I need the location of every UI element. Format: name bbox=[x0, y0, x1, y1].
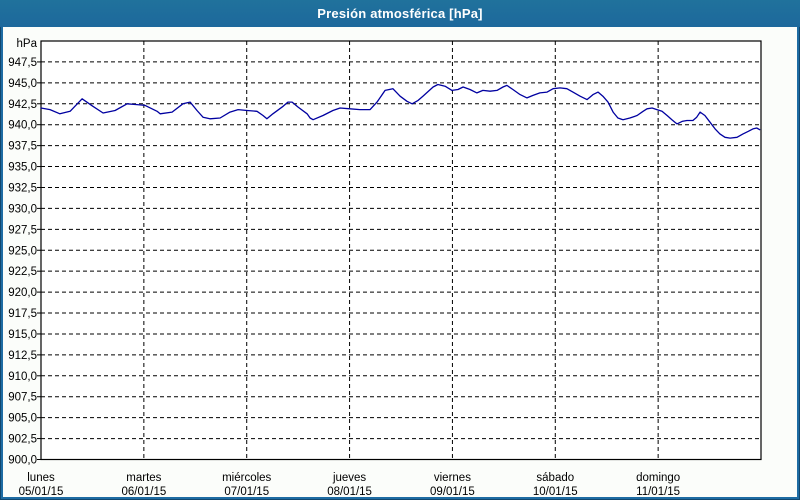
y-tick-label: 902,5 bbox=[8, 434, 37, 446]
x-date-label: 10/01/15 bbox=[533, 486, 578, 497]
pressure-series-line bbox=[40, 83, 761, 139]
x-day-label: viernes bbox=[434, 472, 471, 484]
y-tick-label: 922,5 bbox=[8, 266, 37, 278]
y-tick-label: 937,5 bbox=[8, 141, 37, 153]
y-tick-label: 940,0 bbox=[8, 120, 37, 132]
y-tick-label: 912,5 bbox=[8, 350, 37, 362]
y-tick-label: 915,0 bbox=[8, 329, 37, 341]
x-day-label: martes bbox=[126, 472, 161, 484]
y-tick-label: 930,0 bbox=[8, 203, 37, 215]
x-date-label: 08/01/15 bbox=[327, 486, 372, 497]
x-day-label: jueves bbox=[332, 472, 366, 484]
y-tick-label: 920,0 bbox=[8, 287, 37, 299]
y-tick-label: 925,0 bbox=[8, 245, 37, 257]
x-day-label: domingo bbox=[636, 472, 680, 484]
x-date-label: 05/01/15 bbox=[19, 486, 64, 497]
chart-canvas: 947,5 945,0 942,5 940,0 937,5 935,0 932,5 930,0… bbox=[3, 27, 797, 498]
y-axis-unit-label: hPa bbox=[17, 38, 38, 50]
y-tick-label: 947,5 bbox=[8, 57, 37, 69]
x-day-label: sábado bbox=[536, 472, 574, 484]
x-date-label: 09/01/15 bbox=[430, 486, 475, 497]
x-date-label: 07/01/15 bbox=[224, 486, 269, 497]
x-day-label: lunes bbox=[27, 472, 55, 484]
y-tick-label: 910,0 bbox=[8, 371, 37, 383]
y-tick-label: 927,5 bbox=[8, 224, 37, 236]
y-tick-label: 900,0 bbox=[8, 455, 37, 467]
pressure-line-chart: 947,5 945,0 942,5 940,0 937,5 935,0 932,5 930,0… bbox=[8, 38, 762, 498]
y-tick-label: 907,5 bbox=[8, 392, 37, 404]
x-date-label: 06/01/15 bbox=[121, 486, 166, 497]
y-tick-label: 935,0 bbox=[8, 162, 37, 174]
y-tick-label: 905,0 bbox=[8, 413, 37, 425]
y-tick-label: 932,5 bbox=[8, 182, 37, 194]
titlebar: Presión atmosférica [hPa] bbox=[0, 0, 800, 27]
x-date-label: 11/01/15 bbox=[636, 486, 680, 497]
chart-title: Presión atmosférica [hPa] bbox=[317, 6, 483, 21]
y-tick-label: 945,0 bbox=[8, 78, 37, 90]
y-tick-label: 942,5 bbox=[8, 99, 37, 111]
x-day-label: miércoles bbox=[222, 472, 271, 484]
y-tick-label: 917,5 bbox=[8, 308, 37, 320]
